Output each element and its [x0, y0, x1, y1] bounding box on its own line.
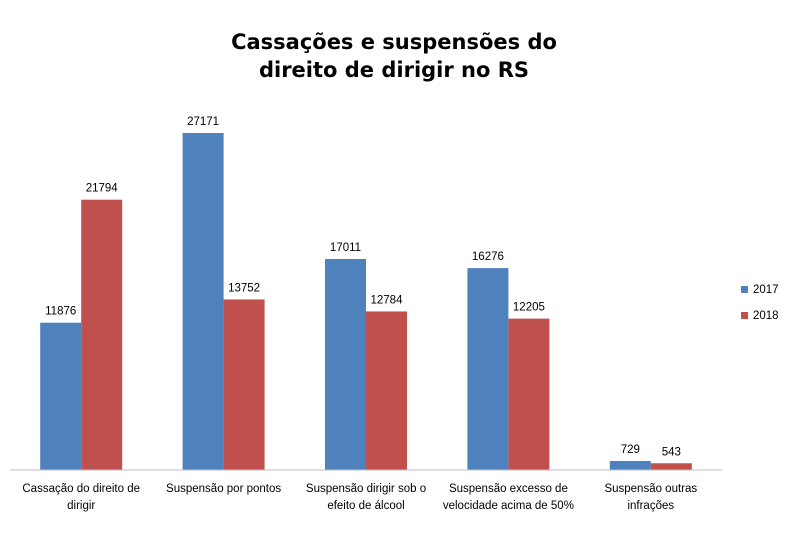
category-label: dirigir [67, 500, 95, 512]
data-label-2018: 543 [662, 446, 681, 458]
legend: 2017 2018 [741, 284, 779, 322]
bar-2017 [325, 259, 366, 470]
data-label-2017: 27171 [187, 116, 219, 128]
category-label: Suspensão outras [604, 483, 697, 495]
legend-swatch-2018 [741, 312, 748, 319]
data-label-2018: 13752 [228, 282, 260, 294]
data-label-2018: 12205 [513, 302, 545, 314]
bar-2018 [366, 311, 407, 470]
data-label-2018: 21794 [86, 183, 119, 195]
legend-label-2017: 2017 [753, 284, 779, 296]
bar-2017 [609, 460, 651, 470]
bar-2018 [223, 299, 265, 470]
chart-title-line: direito de dirigir no RS [259, 58, 529, 82]
category-label: efeito de álcool [327, 500, 404, 512]
bars-group [40, 133, 692, 470]
category-label: infrações [627, 500, 674, 512]
bar-2017 [40, 322, 82, 470]
data-label-2017: 16276 [472, 251, 504, 263]
category-label: Suspensão dirigir sob o [306, 483, 426, 495]
data-label-2017: 17011 [330, 242, 361, 254]
bar-2018 [508, 318, 550, 470]
legend-label-2018: 2018 [753, 310, 779, 322]
category-labels-group: Cassação do direito de dirigir Suspensão p… [22, 483, 697, 512]
legend-swatch-2017 [741, 286, 748, 293]
category-label: Suspensão excesso de [449, 483, 568, 495]
bar-2017 [467, 268, 509, 470]
data-label-2017: 729 [621, 444, 640, 456]
category-label: Suspensão por pontos [166, 483, 281, 495]
category-label: Cassação do direito de [22, 483, 140, 495]
category-label: velocidade acima de 50% [443, 500, 574, 512]
chart-title-line: Cassações e suspensões do [231, 30, 557, 54]
data-label-2018: 12784 [371, 294, 404, 306]
chart-title: Cassações e suspensões do direito de diri… [231, 30, 557, 82]
bar-2018 [81, 199, 123, 470]
data-label-2017: 11876 [45, 306, 76, 318]
bar-2017 [182, 133, 224, 470]
bar-2018 [650, 463, 692, 470]
value-labels-group: 11876 21794 27171 13752 17011 12784 16276 12205… [45, 116, 681, 458]
